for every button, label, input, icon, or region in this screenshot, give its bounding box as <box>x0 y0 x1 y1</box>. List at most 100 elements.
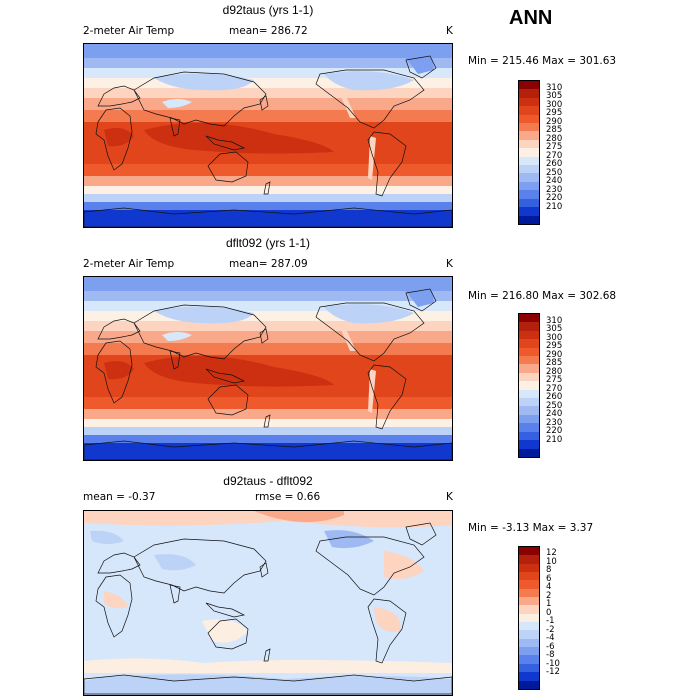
colorbar-swatch <box>519 139 539 149</box>
colorbar-label: 280 <box>546 133 563 144</box>
colorbar-label: 270 <box>546 150 563 161</box>
colorbar-swatch <box>519 680 539 689</box>
colorbar-label: 240 <box>546 176 563 187</box>
colorbar-swatch <box>519 605 539 614</box>
colorbar-label: 305 <box>546 91 563 102</box>
colorbar-label: 310 <box>546 82 563 93</box>
colorbar-swatch <box>519 414 539 424</box>
colorbar-swatch <box>519 207 539 216</box>
colorbar-label: -8 <box>546 650 555 661</box>
season-label: ANN <box>509 7 553 29</box>
colorbar-swatch <box>519 198 539 208</box>
colorbar-swatch <box>519 622 539 631</box>
colorbar-label: 275 <box>546 375 563 386</box>
colorbar-swatch <box>519 572 539 581</box>
colorbar-label: 2 <box>546 590 552 601</box>
colorbar-label: 12 <box>546 548 557 559</box>
colorbar-label: -12 <box>546 667 560 678</box>
colorbar-label: 270 <box>546 383 563 394</box>
colorbar-label: -6 <box>546 641 555 652</box>
colorbar-swatch <box>519 156 539 166</box>
colorbar-swatch <box>519 347 539 357</box>
colorbar-swatch <box>519 89 539 98</box>
colorbar-swatch <box>519 372 539 382</box>
colorbar-label: 10 <box>546 556 557 567</box>
panel-3-title: d92taus - dflt092 <box>223 474 313 488</box>
temperature-map-graphic <box>84 277 452 460</box>
panel-3-rmse: rmse = 0.66 <box>255 491 321 503</box>
colorbar-label: 285 <box>546 358 563 369</box>
colorbar-label: 230 <box>546 417 563 428</box>
colorbar-swatch <box>519 356 539 365</box>
colorbar-label: 295 <box>546 108 563 119</box>
colorbar-swatch <box>519 114 539 124</box>
colorbar-label: -2 <box>546 624 555 635</box>
temperature-map-graphic <box>84 44 452 227</box>
colorbar-label: 260 <box>546 392 563 403</box>
colorbar-swatch <box>519 173 539 182</box>
colorbar-swatch <box>519 613 539 623</box>
panel-2-map <box>83 276 453 461</box>
colorbar-label: 280 <box>546 366 563 377</box>
colorbar-swatch <box>519 440 539 449</box>
colorbar-swatch <box>519 339 539 348</box>
colorbar-swatch <box>519 647 539 656</box>
colorbar-label: 290 <box>546 349 563 360</box>
panel-1-title: d92taus (yrs 1-1) <box>222 3 314 17</box>
panel-1-colorbar <box>518 80 540 225</box>
colorbar-swatch <box>519 423 539 432</box>
panel-1-units: K <box>446 25 453 37</box>
colorbar-swatch <box>519 106 539 115</box>
panel-2-minmax: Min = 216.80 Max = 302.68 <box>468 290 617 302</box>
panel-3-colorbar <box>518 546 540 690</box>
colorbar-label: 220 <box>546 193 563 204</box>
panel-3-units: K <box>446 491 453 503</box>
colorbar-swatch <box>519 330 539 340</box>
panel-2-title: dflt092 (yrs 1-1) <box>225 236 311 250</box>
colorbar-swatch <box>519 588 539 598</box>
colorbar-label: 295 <box>546 341 563 352</box>
colorbar-swatch <box>519 672 539 681</box>
colorbar-swatch <box>519 663 539 673</box>
colorbar-swatch <box>519 314 539 323</box>
colorbar-label: 230 <box>546 184 563 195</box>
panel-2-colorbar <box>518 313 540 458</box>
panel-1-mean: mean= 286.72 <box>229 25 308 37</box>
colorbar-label: 240 <box>546 409 563 420</box>
colorbar-swatch <box>519 555 539 564</box>
colorbar-swatch <box>519 123 539 132</box>
colorbar-swatch <box>519 655 539 664</box>
panel-2-units: K <box>446 258 453 270</box>
difference-map-graphic <box>84 511 452 695</box>
colorbar-label: 290 <box>546 116 563 127</box>
panel-2-mean: mean= 287.09 <box>229 258 308 270</box>
colorbar-label: 250 <box>546 167 563 178</box>
colorbar-label: -4 <box>546 633 555 644</box>
colorbar-label: 220 <box>546 426 563 437</box>
colorbar-swatch <box>519 448 539 457</box>
colorbar-label: -1 <box>546 616 555 627</box>
panel-2-variable: 2-meter Air Temp <box>83 258 175 270</box>
colorbar-label: -10 <box>546 658 560 669</box>
colorbar-swatch <box>519 597 539 606</box>
colorbar-swatch <box>519 322 539 331</box>
colorbar-swatch <box>519 215 539 224</box>
colorbar-swatch <box>519 389 539 399</box>
colorbar-swatch <box>519 148 539 157</box>
colorbar-swatch <box>519 364 539 373</box>
colorbar-label: 260 <box>546 159 563 170</box>
panel-3-mean: mean = -0.37 <box>83 491 156 503</box>
colorbar-label: 1 <box>546 599 552 610</box>
colorbar-swatch <box>519 630 539 639</box>
colorbar-swatch <box>519 638 539 648</box>
panel-3-minmax: Min = -3.13 Max = 3.37 <box>468 522 594 534</box>
colorbar-swatch <box>519 431 539 441</box>
colorbar-swatch <box>519 398 539 407</box>
panel-1-minmax: Min = 215.46 Max = 301.63 <box>468 55 617 67</box>
panel-3-map <box>83 510 453 696</box>
colorbar-label: 300 <box>546 332 563 343</box>
colorbar-label: 250 <box>546 400 563 411</box>
colorbar-swatch <box>519 580 539 589</box>
colorbar-swatch <box>519 190 539 199</box>
colorbar-label: 210 <box>546 201 563 212</box>
